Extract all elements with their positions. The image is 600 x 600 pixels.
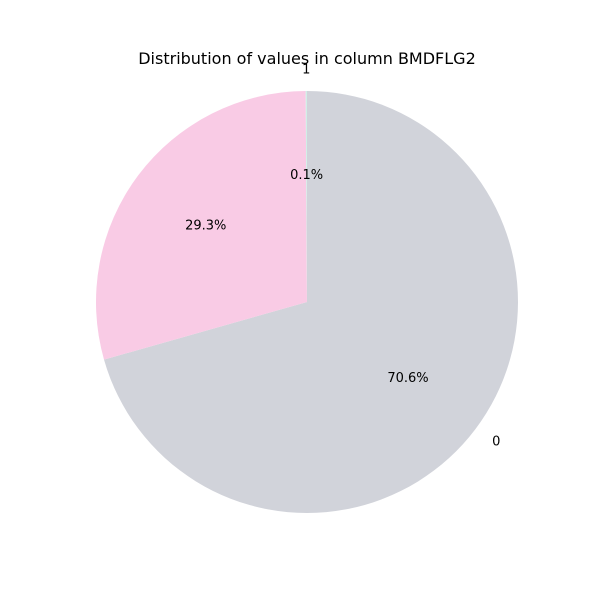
pie-percent-label-0: 70.6% <box>387 371 428 386</box>
pie-category-label-0: 0 <box>492 434 500 449</box>
pie-slice-1 <box>96 91 307 360</box>
pie-percent-label-1: 29.3% <box>185 218 226 233</box>
chart-title: Distribution of values in column BMDFLG2 <box>138 49 476 68</box>
pie-slice-2 <box>305 91 307 302</box>
pie-labels: 70.6% 0 29.3% 0.1% 1 <box>185 62 500 449</box>
pie-slice-0 <box>104 91 519 513</box>
pie-percent-label-2: 0.1% <box>290 168 323 183</box>
pie-slices <box>96 91 519 513</box>
pie-category-label-2: 1 <box>302 62 310 77</box>
